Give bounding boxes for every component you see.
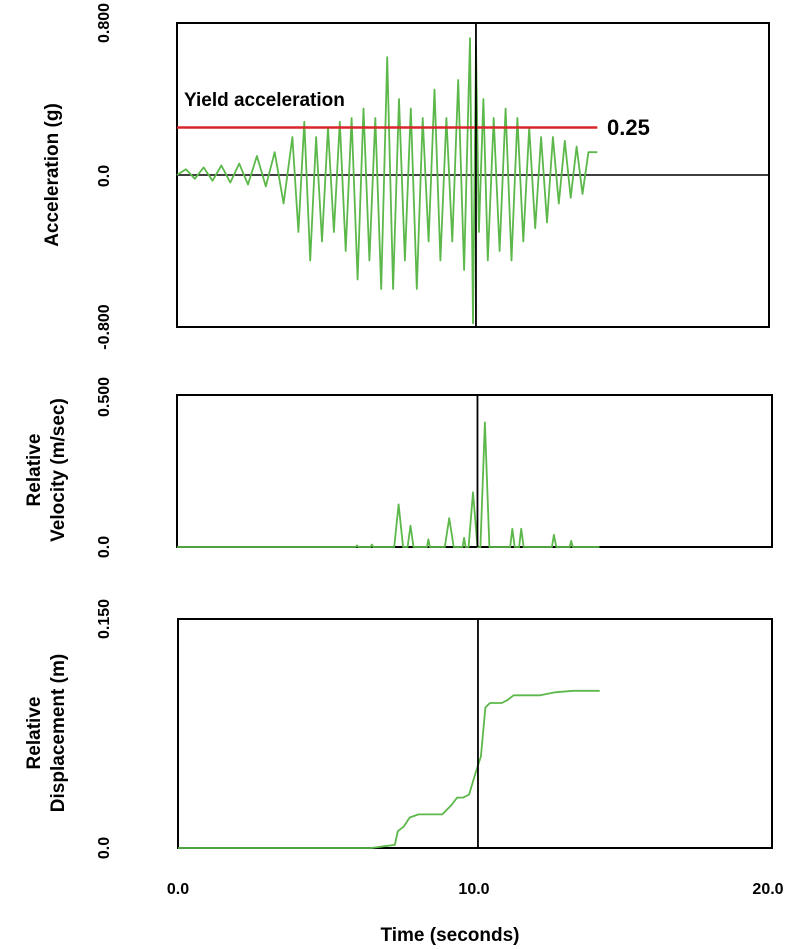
x-axis-label: Time (seconds) bbox=[380, 925, 519, 946]
velocity-y-tick-zero: 0.0 bbox=[96, 536, 113, 558]
acceleration-y-tick-zero: 0.0 bbox=[96, 165, 113, 187]
velocity-y-label-line-2: Velocity (m/sec) bbox=[48, 398, 69, 542]
velocity-plot-frame bbox=[176, 394, 773, 548]
acceleration-y-label: Acceleration (g) bbox=[42, 103, 63, 247]
yield-value-label: 0.25 bbox=[607, 115, 650, 140]
velocity-series-line-0 bbox=[177, 421, 600, 548]
acceleration-series-line-0 bbox=[176, 37, 598, 325]
acceleration-y-tick-bottom: -0.800 bbox=[96, 304, 113, 349]
displacement-series-line-0 bbox=[178, 689, 600, 849]
displacement-y-tick-top: 0.150 bbox=[96, 599, 113, 639]
displacement-panel: Relative Displacement (m) 0.150 0.0 bbox=[24, 599, 773, 859]
displacement-plot-frame bbox=[177, 618, 773, 849]
acceleration-panel: Acceleration (g) 0.800 0.0 -0.800 Yield … bbox=[42, 3, 770, 350]
x-tick-0: 0.0 bbox=[167, 881, 189, 898]
x-tick-10: 10.0 bbox=[458, 881, 489, 898]
velocity-y-label-line-1: Relative bbox=[24, 434, 45, 507]
velocity-panel: Relative Velocity (m/sec) 0.500 0.0 bbox=[24, 377, 773, 558]
acceleration-y-tick-top: 0.800 bbox=[96, 3, 113, 43]
displacement-y-label-line-1: Relative bbox=[24, 697, 45, 770]
velocity-y-tick-top: 0.500 bbox=[96, 377, 113, 417]
displacement-y-tick-zero: 0.0 bbox=[96, 837, 113, 859]
displacement-y-label-line-2: Displacement (m) bbox=[48, 654, 69, 812]
yield-acceleration-label: Yield acceleration bbox=[184, 90, 345, 111]
x-tick-20: 20.0 bbox=[752, 881, 783, 898]
